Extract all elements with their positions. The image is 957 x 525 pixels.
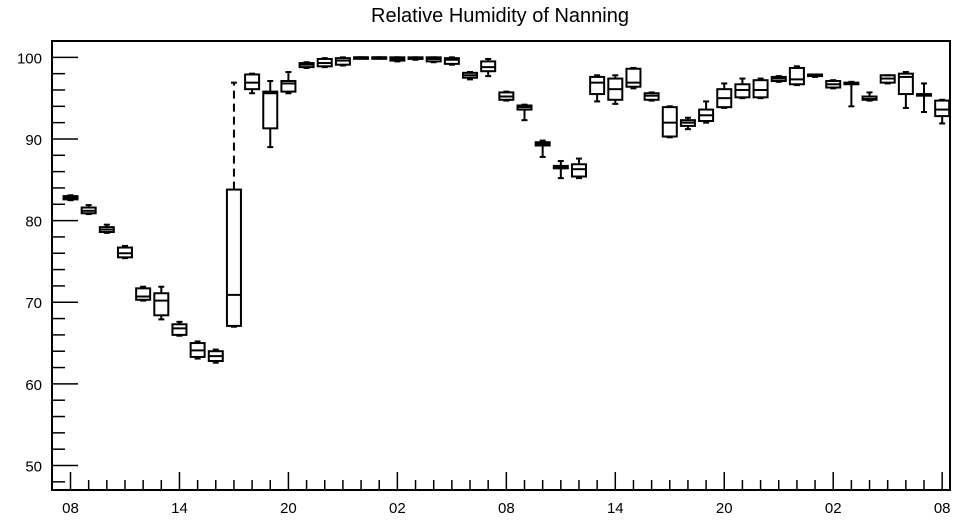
box-item <box>207 348 224 364</box>
box-iqr <box>570 163 587 178</box>
box-item <box>770 75 787 83</box>
box-item <box>298 61 315 69</box>
box-item <box>643 91 660 102</box>
box-item <box>116 244 133 260</box>
box-item <box>861 91 878 102</box>
box-item <box>607 74 624 105</box>
x-tick-label: 08 <box>498 500 515 517</box>
box-item <box>534 139 551 158</box>
chart-title: Relative Humidity of Nanning <box>371 5 629 27</box>
box-item <box>516 103 533 122</box>
box-item <box>934 98 951 125</box>
box-item <box>752 77 769 100</box>
box-iqr <box>897 72 914 96</box>
box-iqr <box>752 79 769 99</box>
box-item <box>661 105 678 139</box>
box-item <box>897 71 914 109</box>
x-tick-label: 20 <box>280 500 297 517</box>
box-item <box>225 81 242 328</box>
box-iqr <box>225 188 242 327</box>
x-axis: 08 14 20 02 08 14 20 02 08 <box>62 472 951 517</box>
box-item <box>262 80 279 149</box>
box-iqr <box>262 90 279 130</box>
y-tick-label: 80 <box>25 214 42 231</box>
y-tick-label: 60 <box>25 377 42 394</box>
box-item <box>280 71 297 95</box>
box-item <box>843 80 860 108</box>
box-item <box>552 160 569 180</box>
box-iqr <box>625 67 642 88</box>
y-axis: 50 60 70 80 90 100 <box>17 40 78 483</box>
box-item <box>462 71 479 81</box>
box-iqr <box>934 99 951 118</box>
box-item <box>625 66 642 90</box>
x-tick-label: 14 <box>607 500 624 517</box>
box-iqr <box>443 57 460 65</box>
y-tick-label: 70 <box>25 295 42 312</box>
box-item <box>371 56 388 60</box>
box-item <box>716 82 733 109</box>
box-item <box>189 340 206 360</box>
box-item <box>480 57 497 78</box>
box-item <box>825 79 842 90</box>
box-item <box>443 56 460 66</box>
box-item <box>879 74 896 85</box>
box-item <box>679 116 696 131</box>
box-iqr <box>788 66 805 86</box>
box-series <box>62 56 951 364</box>
box-iqr <box>589 75 606 96</box>
box-item <box>425 56 442 64</box>
y-tick-label: 90 <box>25 132 42 149</box>
box-item <box>334 56 351 67</box>
box-item <box>62 194 79 202</box>
box-item <box>788 65 805 87</box>
y-tick-label: 50 <box>25 459 42 476</box>
x-tick-label: 08 <box>62 500 79 517</box>
box-item <box>734 77 751 100</box>
box-item <box>498 90 515 102</box>
box-item <box>316 57 333 69</box>
box-item <box>807 73 824 78</box>
box-item <box>698 100 715 124</box>
x-tick-label: 02 <box>389 500 406 517</box>
box-item <box>80 204 97 216</box>
box-item <box>407 56 424 61</box>
box-iqr <box>280 80 297 93</box>
x-tick-label: 02 <box>825 500 842 517</box>
box-item <box>171 320 188 337</box>
box-item <box>589 74 606 103</box>
y-tick-label: 100 <box>17 50 42 67</box>
box-iqr <box>171 323 188 336</box>
x-tick-label: 20 <box>716 500 733 517</box>
box-item <box>389 56 406 63</box>
box-item <box>98 223 115 234</box>
plot-frame <box>51 40 951 491</box>
box-item <box>353 56 370 60</box>
box-iqr <box>135 287 152 301</box>
box-item <box>135 285 152 302</box>
box-item <box>916 82 933 114</box>
box-item <box>153 285 170 321</box>
x-tick-label: 14 <box>171 500 188 517</box>
x-tick-label: 08 <box>934 500 951 517</box>
box-item <box>244 72 261 95</box>
box-item <box>570 157 587 180</box>
box-iqr <box>153 292 170 317</box>
